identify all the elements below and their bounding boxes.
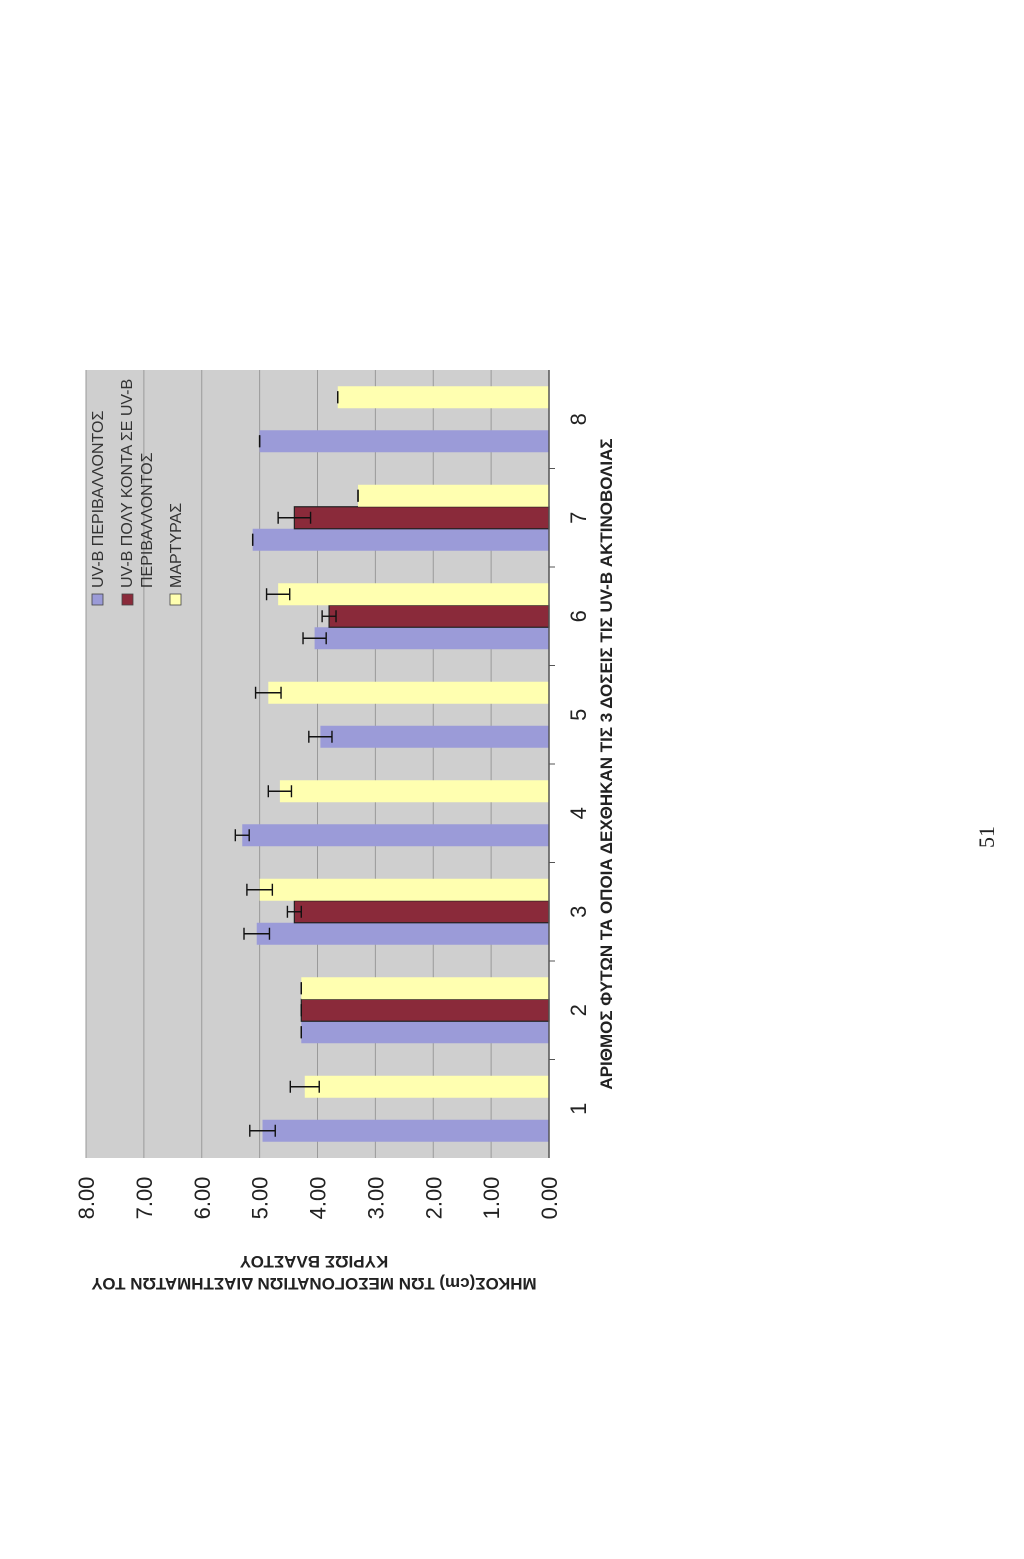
bar (256, 922, 549, 945)
category-axis-ticks: 1 2 3 4 5 6 7 8 (549, 413, 591, 1115)
value-tick-label: 7.00 (132, 1177, 157, 1220)
legend-swatch-1 (91, 593, 104, 606)
bars (242, 386, 550, 1142)
bar (314, 627, 549, 650)
legend: UV-B ΠΕΡΙΒΑΛΛΟΝΤΟΣ UV-B ΠΟΛΥ ΚΟΝΤΑ ΣΕ UV… (90, 379, 185, 606)
y-axis-title-line1: ΜΗΚΟΣ(cm) ΤΩΝ ΜΕΣΟΓΟΝΑΤΙΩΝ ΔΙΑΣΤΗΜΑΤΩΝ Τ… (91, 1274, 537, 1293)
value-tick-label: 4.00 (306, 1177, 331, 1220)
category-tick-label: 1 (566, 1103, 591, 1115)
category-tick-label: 5 (566, 709, 591, 721)
category-tick-label: 2 (566, 1004, 591, 1016)
category-tick-label: 3 (566, 906, 591, 918)
bar (320, 725, 549, 748)
bar (278, 583, 549, 606)
bar (300, 998, 550, 1022)
legend-label-2a: UV-B ΠΟΛΥ ΚΟΝΤΑ ΣΕ UV-B (119, 379, 136, 588)
bar (259, 430, 549, 453)
category-tick-label: 7 (566, 512, 591, 524)
legend-swatch-2 (121, 593, 134, 606)
bar (301, 1021, 549, 1044)
value-tick-label: 6.00 (190, 1177, 215, 1220)
bar (259, 878, 549, 901)
legend-label-1: UV-B ΠΕΡΙΒΑΛΛΟΝΤΟΣ (90, 411, 107, 588)
bar (279, 780, 549, 803)
value-tick-label: 0.00 (537, 1177, 562, 1220)
bar (293, 506, 550, 530)
value-axis-ticks: 0.00 1.00 2.00 3.00 4.00 5.00 6.00 7.00 8.00 (74, 1177, 562, 1220)
bar (293, 900, 550, 924)
error-bars (234, 391, 359, 1137)
bar (268, 681, 549, 704)
page-number: 51 (974, 826, 999, 848)
legend-swatch-3 (169, 593, 182, 606)
value-tick-label: 3.00 (363, 1177, 388, 1220)
bar (304, 1075, 549, 1098)
category-tick-label: 4 (566, 807, 591, 819)
category-tick-label: 6 (566, 610, 591, 622)
legend-label-2b: ΠΕΡΙΒΑΛΛΟΝΤΟΣ (139, 452, 156, 588)
bar (358, 484, 549, 507)
value-tick-label: 5.00 (248, 1177, 273, 1220)
bar (252, 528, 549, 551)
category-tick-label: 8 (566, 413, 591, 425)
value-tick-label: 8.00 (74, 1177, 99, 1220)
bar (328, 604, 550, 628)
bar (337, 386, 549, 409)
bar (242, 824, 549, 847)
value-tick-label: 1.00 (479, 1177, 504, 1220)
y-axis-title-line2: ΚΥΡΙΩΣ ΒΛΑΣΤΟΥ (239, 1252, 388, 1271)
legend-label-3: ΜΑΡΤΥΡΑΣ (168, 503, 185, 588)
bar (301, 977, 549, 1000)
x-axis-title: ΑΡΙΘΜΟΣ ΦΥΤΩΝ ΤΑ ΟΠΟΙΑ ΔΕΧΘΗΚΑΝ ΤΙΣ 3 ΔΟ… (597, 438, 616, 1089)
value-tick-label: 2.00 (421, 1177, 446, 1220)
bar (262, 1119, 549, 1142)
